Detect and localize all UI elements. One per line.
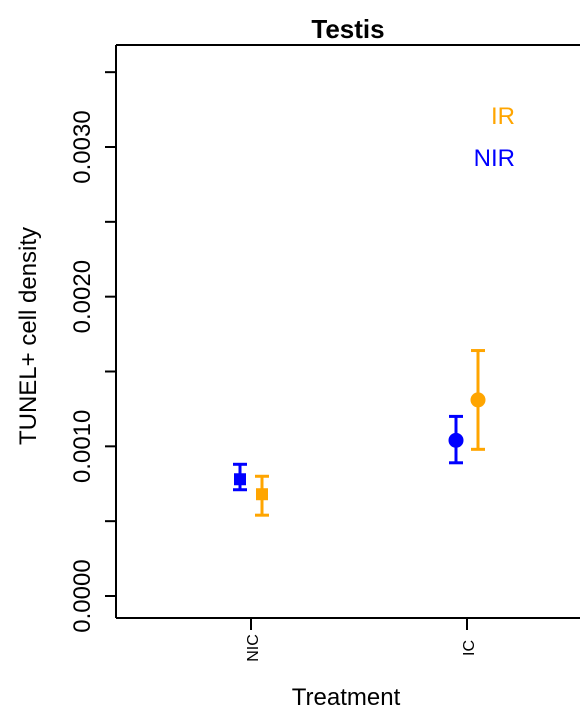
legend-entry-ir: IR [491, 103, 515, 130]
series-layer [233, 349, 486, 517]
x-axis: NIC IC [245, 618, 478, 662]
x-axis-label: Treatment [292, 684, 401, 711]
point-marker [448, 432, 464, 448]
point-marker [256, 488, 268, 501]
chart-title: Testis [311, 14, 384, 44]
data-point-ir-ic [470, 349, 486, 451]
data-point-nir-ic [448, 414, 464, 465]
y-tick-label: 0.0010 [69, 410, 96, 483]
legend: IR NIR [474, 103, 515, 172]
plot-frame [115, 44, 580, 619]
y-axis-label: TUNEL+ cell density [15, 227, 42, 445]
y-tick-label: 0.0000 [69, 559, 96, 632]
data-point-ir-nic [255, 474, 269, 517]
x-tick-label: NIC [245, 634, 262, 662]
y-tick-label: 0.0030 [69, 110, 96, 183]
y-tick-label: 0.0020 [69, 260, 96, 333]
data-point-nir-nic [233, 462, 247, 492]
x-tick-label: IC [461, 640, 478, 656]
point-marker [234, 473, 246, 486]
point-marker [470, 392, 486, 408]
legend-entry-nir: NIR [474, 145, 515, 172]
y-axis: 0.0000 0.0010 0.0020 0.0030 [69, 71, 116, 633]
